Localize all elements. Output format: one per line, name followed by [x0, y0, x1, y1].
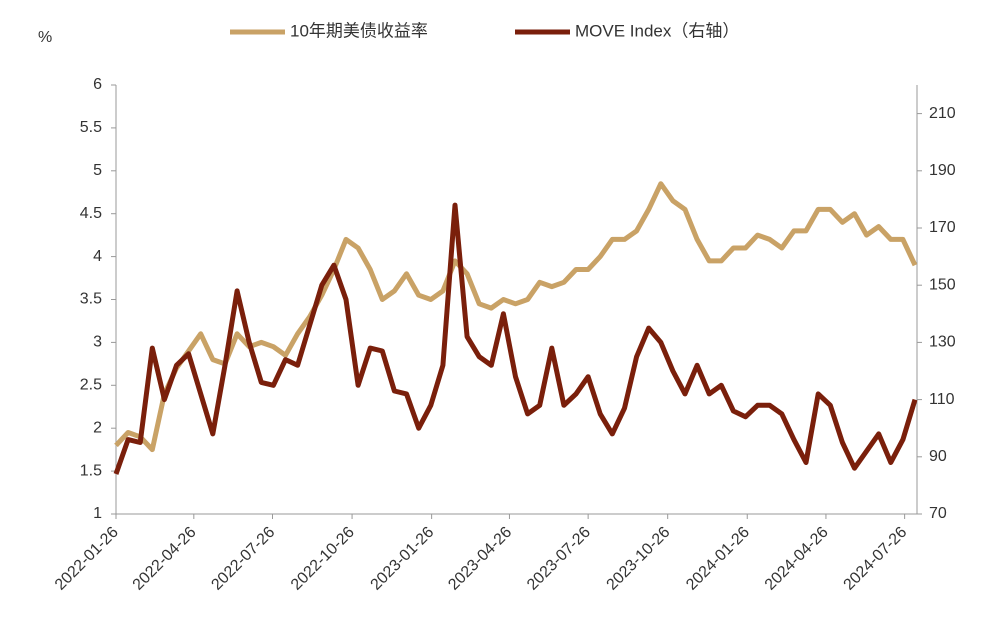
y2-tick-label: 210	[929, 105, 956, 122]
y2-tick-label: 90	[929, 448, 947, 465]
legend-label: 10年期美债收益率	[290, 21, 428, 40]
y-tick-label: 1.5	[80, 462, 102, 479]
y-tick-label: 6	[93, 76, 102, 93]
x-tick-label: 2022-10-26	[288, 524, 358, 594]
x-tick-label: 2024-04-26	[762, 524, 832, 594]
y-tick-label: 3	[93, 334, 102, 351]
x-tick-label: 2023-10-26	[604, 524, 674, 594]
x-tick-label: 2023-07-26	[524, 524, 594, 594]
y-tick-label: 2.5	[80, 377, 102, 394]
x-tick-label: 2023-01-26	[368, 524, 438, 594]
y-tick-label: 2	[93, 419, 102, 436]
y2-tick-label: 70	[929, 505, 947, 522]
y-tick-label: 1	[93, 505, 102, 522]
series-line	[113, 202, 918, 475]
x-tick-label: 2024-07-26	[841, 524, 911, 594]
y-tick-label: 5.5	[80, 119, 102, 136]
x-tick-label: 2022-07-26	[208, 524, 278, 594]
legend-label: MOVE Index（右轴）	[575, 21, 739, 40]
y2-tick-label: 150	[929, 276, 956, 293]
y-unit-label: %	[38, 29, 52, 46]
y2-tick-label: 110	[929, 391, 955, 408]
series-line	[114, 181, 918, 453]
y2-tick-label: 190	[929, 162, 956, 179]
x-tick-label: 2023-04-26	[445, 524, 515, 594]
y-tick-label: 3.5	[80, 291, 102, 308]
y-tick-label: 4.5	[80, 205, 102, 222]
y2-tick-label: 130	[929, 334, 956, 351]
y2-tick-label: 170	[929, 219, 956, 236]
x-tick-label: 2022-04-26	[130, 524, 200, 594]
y-tick-label: 5	[93, 162, 102, 179]
x-tick-label: 2024-01-26	[683, 524, 753, 594]
x-tick-label: 2022-01-26	[52, 524, 122, 594]
y-tick-label: 4	[93, 248, 102, 265]
